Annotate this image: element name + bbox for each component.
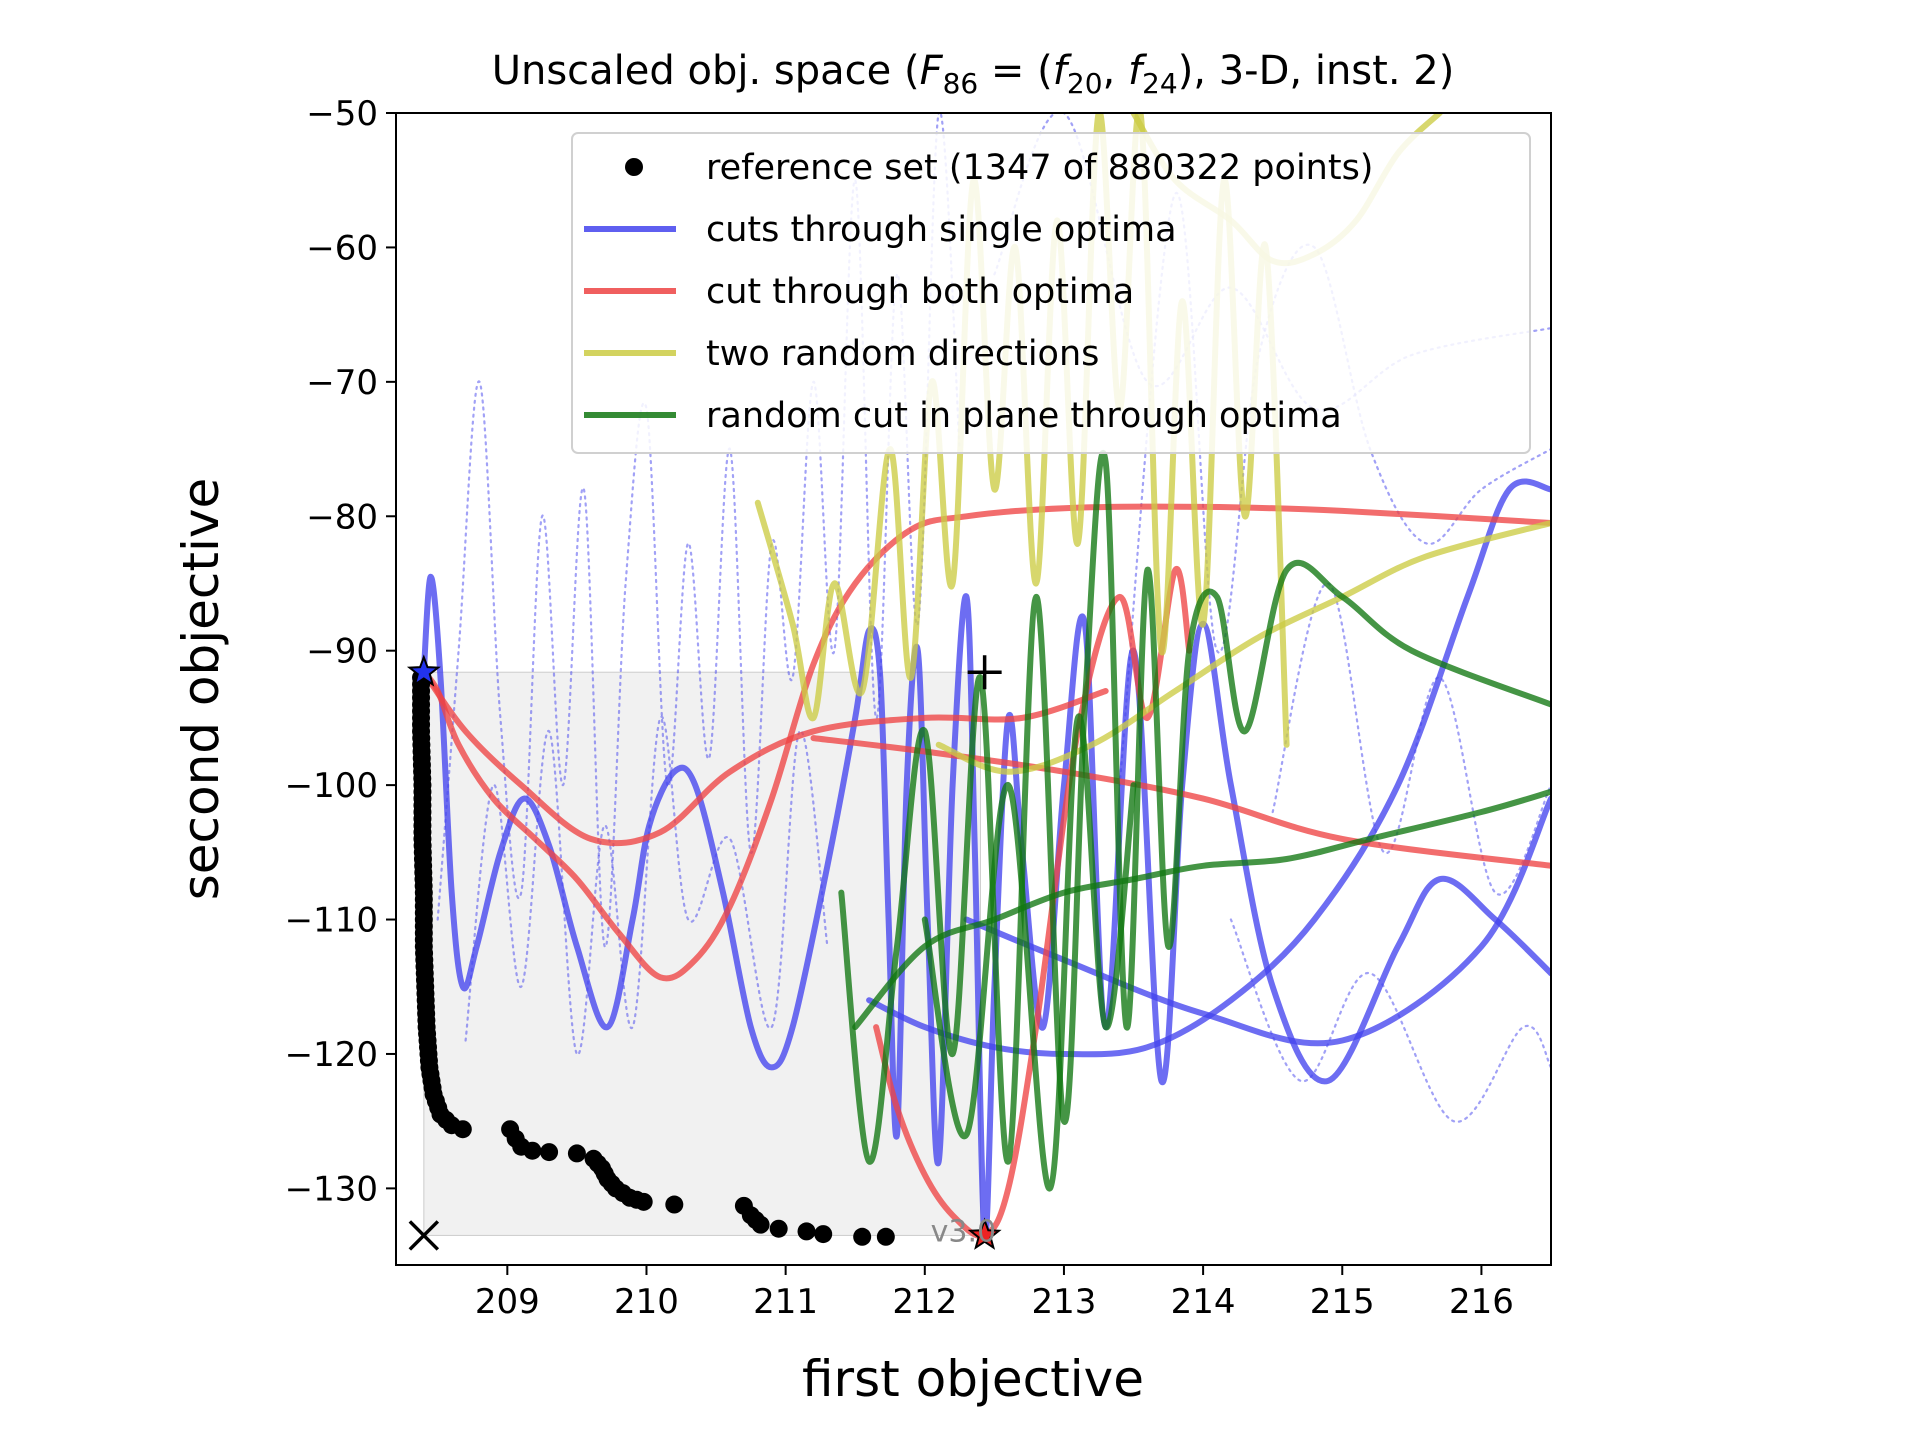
dotted-cut-1 bbox=[464, 715, 829, 1056]
chart-title: Unscaled obj. space (F86 = (f20, f24), 3… bbox=[492, 48, 1455, 100]
series-line-12 bbox=[921, 713, 1137, 1192]
y-tick-label: −60 bbox=[306, 228, 378, 268]
y-tick-label: −130 bbox=[285, 1169, 378, 1209]
x-tick-label: 216 bbox=[1449, 1282, 1514, 1322]
x-tick-label: 213 bbox=[1031, 1282, 1096, 1322]
legend-label: two random directions bbox=[706, 334, 1099, 374]
dotted-cut-3 bbox=[1271, 582, 1551, 896]
legend-label: reference set (1347 of 880322 points) bbox=[706, 148, 1373, 188]
series-layer bbox=[420, 113, 1551, 1241]
legend: reference set (1347 of 880322 points) cut… bbox=[571, 132, 1531, 454]
y-tick-label: −50 bbox=[306, 94, 378, 134]
version-label: v3.0 bbox=[931, 1214, 996, 1249]
reference-point bbox=[751, 1215, 770, 1234]
x-axis-label: first objective bbox=[802, 1350, 1144, 1408]
dotted-cut-4 bbox=[1229, 918, 1551, 1123]
reference-point bbox=[665, 1195, 684, 1214]
series-line-10 bbox=[838, 450, 1551, 1165]
series-line-11 bbox=[852, 788, 1551, 1031]
plot-area bbox=[406, 113, 1551, 1251]
x-axis-ticks: 209 210 211 212 213 214 215 216 bbox=[475, 1265, 1514, 1322]
y-axis-ticks: −50 −60 −70 −80 −90 −100 −110 −120 −130 bbox=[285, 94, 396, 1209]
series-line-3 bbox=[420, 503, 1551, 982]
reference-point bbox=[853, 1227, 872, 1246]
reference-point bbox=[453, 1120, 472, 1139]
legend-marker-dot bbox=[625, 158, 643, 176]
reference-point bbox=[567, 1144, 586, 1163]
y-tick-label: −80 bbox=[306, 497, 378, 537]
reference-point bbox=[634, 1192, 653, 1211]
reference-point bbox=[769, 1219, 788, 1238]
axes-frame bbox=[395, 112, 1552, 1266]
legend-label: random cut in plane through optima bbox=[706, 396, 1342, 436]
reference-point bbox=[523, 1141, 542, 1160]
series-line-4 bbox=[420, 669, 1109, 847]
y-tick-label: −120 bbox=[285, 1035, 378, 1075]
reference-set-layer bbox=[412, 668, 895, 1246]
optimum-star-red bbox=[967, 1217, 1002, 1250]
series-line-1 bbox=[866, 478, 1551, 1058]
y-axis-label: second objective bbox=[172, 478, 230, 901]
legend-label: cut through both optima bbox=[706, 272, 1134, 312]
reference-point bbox=[540, 1143, 559, 1162]
reference-point bbox=[814, 1225, 833, 1244]
optimum-star-blue bbox=[406, 654, 441, 687]
nadir-x-marker bbox=[408, 1220, 440, 1251]
reference-point bbox=[797, 1222, 816, 1241]
y-tick-label: −90 bbox=[306, 632, 378, 672]
x-tick-label: 210 bbox=[614, 1282, 679, 1322]
x-tick-label: 212 bbox=[892, 1282, 957, 1322]
x-tick-label: 214 bbox=[1171, 1282, 1236, 1322]
series-line-0 bbox=[420, 573, 1551, 1241]
ideal-plus-marker bbox=[967, 655, 1002, 690]
y-tick-label: −110 bbox=[285, 901, 378, 941]
y-tick-label: −100 bbox=[285, 766, 378, 806]
marker-layer bbox=[406, 654, 1002, 1251]
y-tick-label: −70 bbox=[306, 363, 378, 403]
series-line-6 bbox=[810, 735, 1551, 869]
legend-box bbox=[571, 132, 1531, 454]
x-tick-label: 215 bbox=[1310, 1282, 1375, 1322]
legend-label: cuts through single optima bbox=[706, 210, 1177, 250]
x-tick-label: 209 bbox=[475, 1282, 540, 1322]
x-tick-label: 211 bbox=[753, 1282, 818, 1322]
reference-point bbox=[876, 1227, 895, 1246]
